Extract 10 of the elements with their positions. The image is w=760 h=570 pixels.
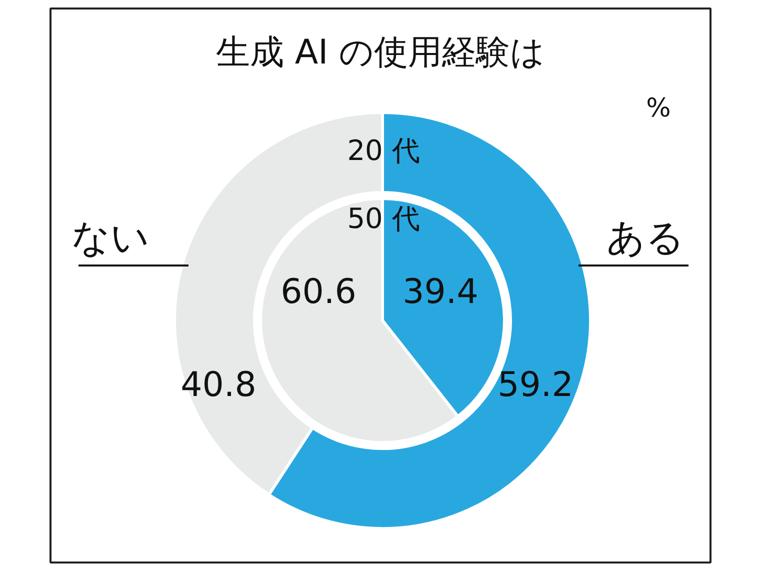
- data-label: 40.8: [180, 365, 256, 405]
- slice-label: ある: [606, 216, 684, 260]
- slice-label: ない: [72, 216, 150, 260]
- slice-label: 20 代: [347, 134, 420, 167]
- chart-title: 生成 AI の使用経験は: [216, 32, 545, 72]
- slice-label: 50 代: [347, 202, 420, 235]
- data-label: 59.2: [498, 365, 574, 405]
- data-label: 39.4: [402, 272, 478, 312]
- data-label: 60.6: [280, 272, 356, 312]
- text: %: [646, 94, 671, 124]
